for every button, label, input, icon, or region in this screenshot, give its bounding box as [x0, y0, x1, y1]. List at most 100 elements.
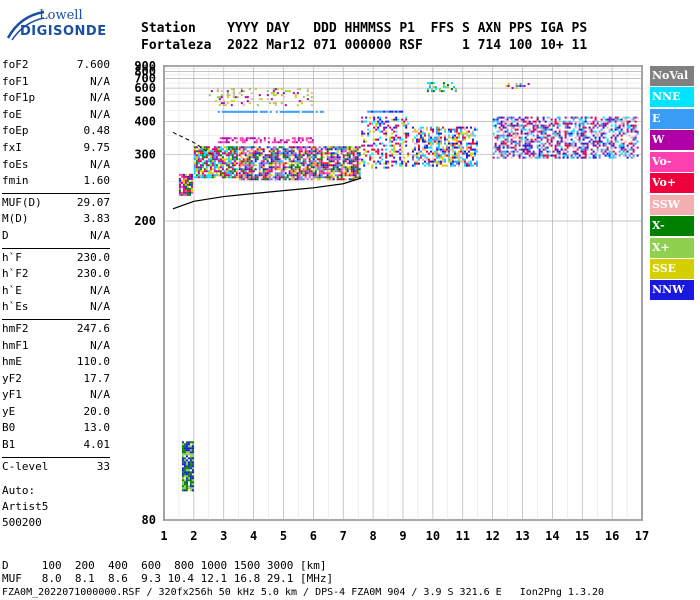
echo-point	[451, 150, 454, 153]
echo-point	[594, 124, 597, 127]
echo-point	[546, 134, 549, 137]
echo-point	[191, 483, 194, 486]
echo-point	[190, 175, 193, 178]
echo-point	[423, 144, 426, 147]
echo-point	[522, 124, 525, 127]
echo-point	[216, 96, 219, 99]
echo-point	[618, 124, 621, 127]
echo-point	[439, 148, 442, 151]
echo-point	[594, 136, 597, 139]
echo-point	[217, 170, 220, 173]
echo-point	[304, 174, 307, 177]
echo-point	[262, 174, 265, 177]
echo-point	[199, 174, 202, 177]
echo-point	[242, 162, 245, 165]
echo-point	[576, 146, 579, 149]
echo-point	[338, 168, 341, 171]
echo-point	[471, 138, 474, 141]
echo-point	[218, 96, 221, 99]
echo-point	[566, 122, 569, 125]
echo-point	[435, 136, 438, 139]
echo-point	[274, 154, 277, 157]
echo-point	[268, 164, 271, 167]
echo-point	[580, 150, 583, 153]
echo-point	[211, 174, 214, 177]
echo-point	[240, 152, 243, 155]
echo-point	[630, 128, 633, 131]
echo-point	[506, 116, 509, 119]
echo-point	[186, 187, 189, 190]
echo-point	[334, 168, 337, 171]
echo-point	[401, 118, 404, 121]
echo-point	[270, 92, 273, 95]
echo-point	[508, 124, 511, 127]
echo-point	[620, 138, 623, 141]
echo-point	[636, 154, 639, 157]
echo-point	[421, 130, 424, 133]
echo-point	[344, 150, 347, 153]
echo-point	[189, 445, 192, 448]
echo-point	[233, 148, 236, 151]
echo-point	[230, 100, 233, 103]
echo-point	[457, 158, 460, 161]
echo-point	[296, 176, 299, 179]
echo-point	[235, 137, 238, 140]
echo-point	[278, 146, 281, 149]
echo-point	[437, 162, 440, 165]
echo-point	[268, 166, 271, 169]
echo-point	[626, 150, 629, 153]
echo-point	[284, 172, 287, 175]
echo-point	[250, 164, 253, 167]
echo-point	[506, 138, 509, 141]
echo-point	[328, 158, 331, 161]
echo-point	[195, 170, 198, 173]
echo-point	[178, 173, 181, 176]
echo-point	[207, 150, 210, 153]
y-tick-label: 400	[134, 114, 156, 128]
echo-point	[231, 148, 234, 151]
echo-point	[336, 176, 339, 179]
echo-point	[252, 176, 255, 179]
echo-point	[324, 176, 327, 179]
echo-point	[620, 130, 623, 133]
echo-point	[233, 160, 236, 163]
echo-point	[298, 172, 301, 175]
echo-point	[636, 116, 639, 119]
echo-point	[308, 160, 311, 163]
echo-point	[498, 136, 501, 139]
echo-point	[504, 138, 507, 141]
echo-point	[217, 158, 220, 161]
echo-point	[542, 124, 545, 127]
echo-point	[264, 176, 267, 179]
echo-point	[622, 142, 625, 145]
echo-point	[187, 447, 190, 450]
echo-point	[576, 116, 579, 119]
echo-point	[219, 166, 222, 169]
echo-point	[188, 173, 191, 176]
echo-point	[272, 160, 275, 163]
echo-point	[379, 116, 382, 119]
echo-point	[608, 152, 611, 155]
echo-point	[195, 150, 198, 153]
echo-point	[183, 471, 186, 474]
echo-point	[280, 168, 283, 171]
echo-point	[385, 134, 388, 137]
echo-point	[231, 162, 234, 165]
echo-point	[318, 158, 321, 161]
echo-point	[437, 156, 440, 159]
echo-point	[350, 158, 353, 161]
echo-point	[407, 134, 410, 137]
echo-point	[229, 148, 232, 151]
echo-point	[332, 168, 335, 171]
echo-point	[622, 122, 625, 125]
echo-point	[377, 152, 380, 155]
echo-point	[417, 150, 420, 153]
echo-point	[498, 130, 501, 133]
echo-point	[276, 88, 279, 91]
echo-point	[338, 178, 341, 181]
echo-point	[209, 176, 212, 179]
echo-point	[258, 174, 261, 177]
param-row: h`F 230.0	[2, 251, 110, 268]
echo-point	[453, 164, 456, 167]
echo-point	[201, 164, 204, 167]
